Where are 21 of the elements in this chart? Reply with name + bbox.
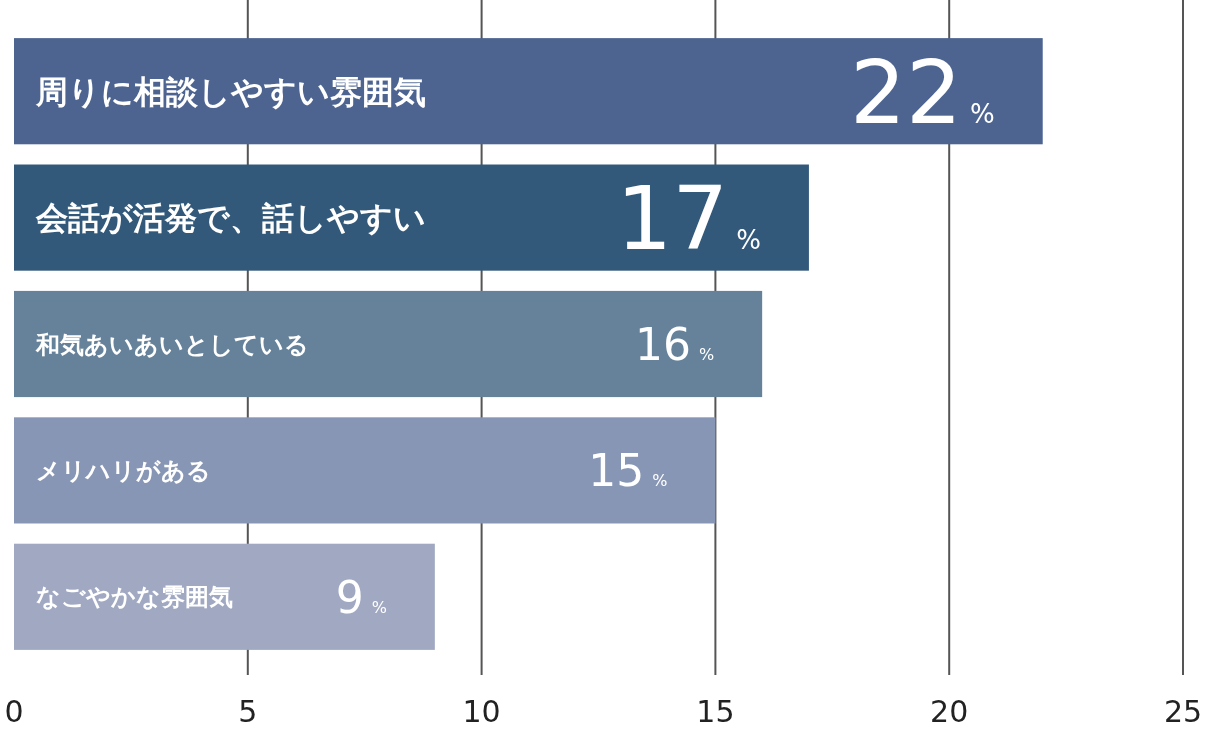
y-tick-label: メリハリがある [36, 457, 211, 486]
data-label: 16% [634, 318, 715, 370]
data-label: 22% [850, 40, 995, 144]
x-tick-label: 5 [238, 694, 258, 729]
y-tick-label: 和気あいあいとしている [35, 330, 309, 359]
bar [14, 290, 763, 398]
bar [14, 164, 809, 271]
x-tick-label: 25 [1163, 694, 1203, 729]
data-label: 17% [616, 167, 761, 271]
data-label: 15% [588, 445, 668, 497]
y-tick-label: なごやかな雰囲気 [36, 583, 233, 612]
x-tick-label: 20 [930, 694, 969, 729]
bar [14, 543, 435, 650]
y-tick-label: 周りに相談しやすい雰囲気 [35, 72, 426, 111]
data-label: 9% [335, 571, 387, 623]
bar [14, 38, 1043, 145]
bar [14, 417, 716, 524]
y-tick-label: 会話が活発で、話しやすい [35, 199, 426, 238]
x-tick-label: 0 [4, 694, 24, 729]
x-tick-label: 15 [696, 694, 735, 729]
x-tick-label: 10 [462, 694, 501, 729]
